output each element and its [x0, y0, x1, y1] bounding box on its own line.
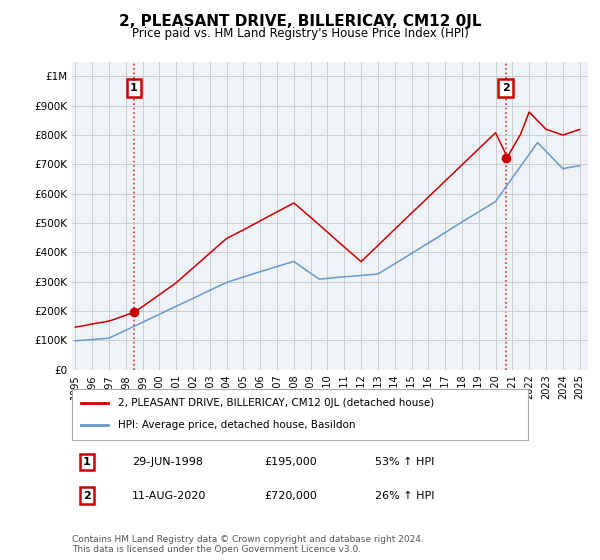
Text: 53% ↑ HPI: 53% ↑ HPI: [375, 457, 434, 467]
Text: 26% ↑ HPI: 26% ↑ HPI: [375, 491, 434, 501]
Text: 2: 2: [83, 491, 91, 501]
Text: 29-JUN-1998: 29-JUN-1998: [132, 457, 203, 467]
Text: Contains HM Land Registry data © Crown copyright and database right 2024.
This d: Contains HM Land Registry data © Crown c…: [72, 535, 424, 554]
Text: 11-AUG-2020: 11-AUG-2020: [132, 491, 206, 501]
Text: HPI: Average price, detached house, Basildon: HPI: Average price, detached house, Basi…: [118, 421, 355, 431]
Text: 1: 1: [130, 83, 138, 93]
Text: 2, PLEASANT DRIVE, BILLERICAY, CM12 0JL (detached house): 2, PLEASANT DRIVE, BILLERICAY, CM12 0JL …: [118, 398, 434, 408]
Text: 2, PLEASANT DRIVE, BILLERICAY, CM12 0JL: 2, PLEASANT DRIVE, BILLERICAY, CM12 0JL: [119, 14, 481, 29]
Text: 1: 1: [83, 457, 91, 467]
Text: 2: 2: [502, 83, 509, 93]
Text: Price paid vs. HM Land Registry's House Price Index (HPI): Price paid vs. HM Land Registry's House …: [131, 27, 469, 40]
Text: £195,000: £195,000: [264, 457, 317, 467]
Text: £720,000: £720,000: [264, 491, 317, 501]
